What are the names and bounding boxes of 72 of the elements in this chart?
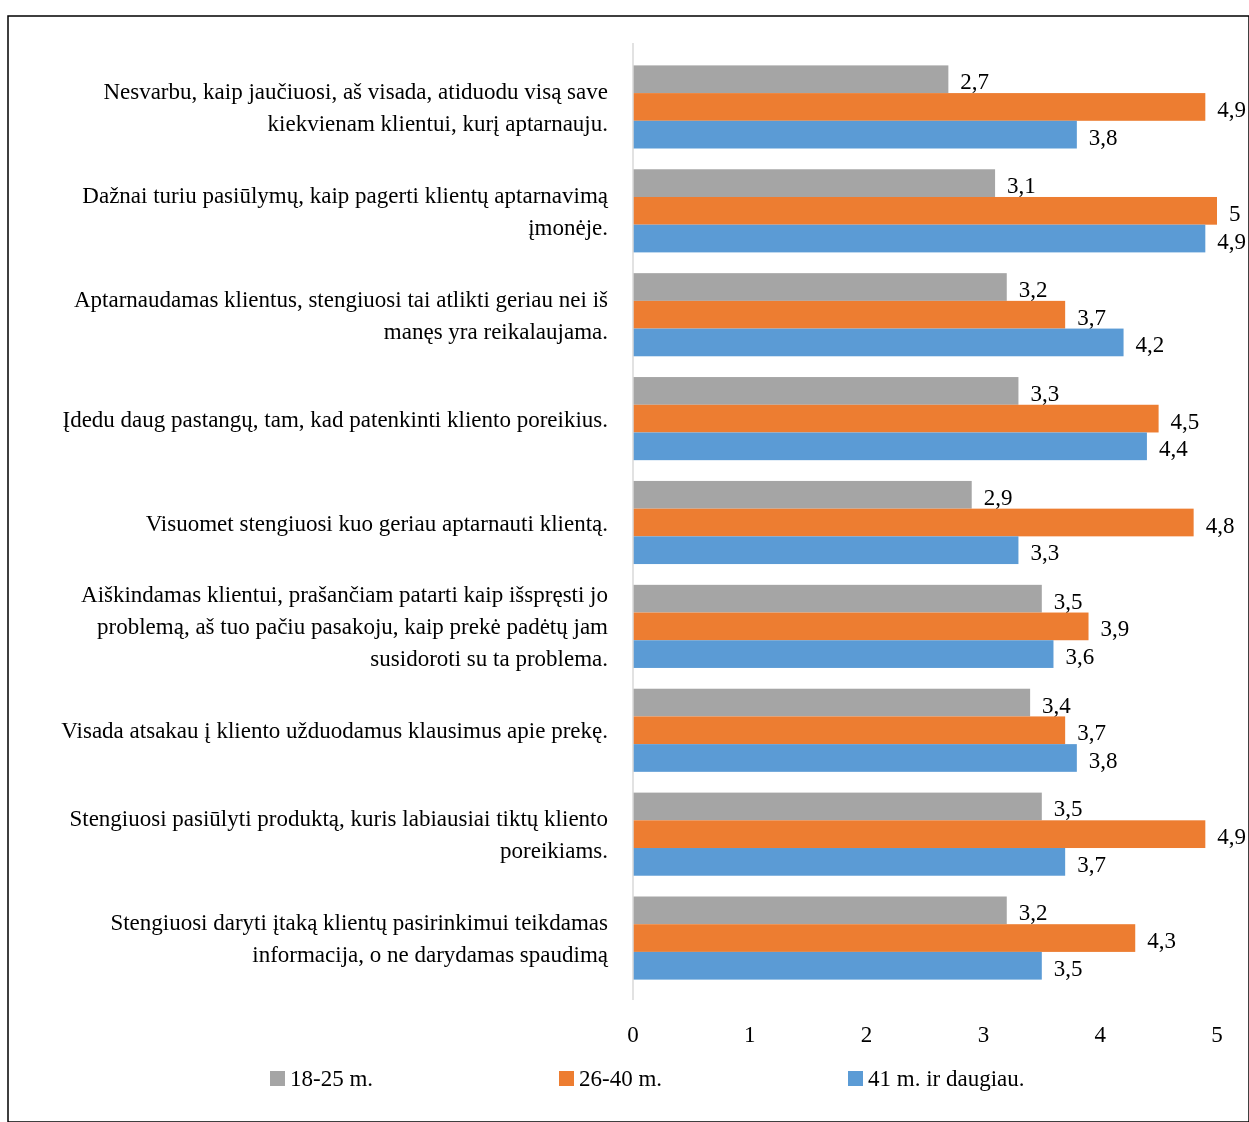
bar <box>633 951 1042 980</box>
x-tick-label: 3 <box>977 1022 990 1047</box>
data-label: 3,5 <box>1053 955 1083 981</box>
data-label: 3,6 <box>1065 644 1095 670</box>
data-label: 3,3 <box>1030 380 1060 406</box>
bar <box>633 169 996 197</box>
data-label: 3,7 <box>1077 720 1106 746</box>
data-label: 3,5 <box>1053 588 1083 614</box>
bar <box>633 792 1042 821</box>
y-tick-label: Visuomet stengiuosi kuo geriau aptarnauti klientą. <box>145 510 608 536</box>
bar <box>633 120 1077 149</box>
bar <box>633 536 1019 565</box>
x-tick-label: 5 <box>1211 1022 1223 1047</box>
bar <box>633 896 1007 925</box>
legend-label: 26-40 m. <box>579 1066 663 1091</box>
bar <box>633 224 1206 253</box>
x-tick-label: 1 <box>744 1022 756 1047</box>
data-label: 3,2 <box>1018 900 1048 926</box>
data-label: 5 <box>1229 200 1241 226</box>
data-label: 3,5 <box>1053 796 1083 822</box>
legend-label: 18-25 m. <box>290 1066 374 1091</box>
data-label: 3,8 <box>1088 747 1118 773</box>
data-label: 4,4 <box>1158 436 1189 462</box>
bar <box>633 93 1206 121</box>
legend-label: 41 m. ir daugiau. <box>868 1066 1025 1091</box>
x-tick-label: 2 <box>860 1022 873 1047</box>
data-label: 4,5 <box>1170 408 1200 434</box>
y-tick-label: Visada atsakau į kliento užduodamus klausimus apie prekę. <box>61 718 608 744</box>
y-tick-label: Aiškindamas klientui, prašančiam patarti kaip išspręsti jo problemą, aš tuo pačiu pasakoju, kaip prekė padėtų jam susidoroti su ta problema. <box>81 582 609 672</box>
data-label: 3,1 <box>1007 173 1036 199</box>
data-label: 3,7 <box>1077 304 1106 330</box>
bar <box>633 480 972 509</box>
data-label: 4,3 <box>1147 928 1176 954</box>
y-tick-label: Stengiuosi pasiūlyti produktą, kuris labiausiai tiktų kliento poreikiams. <box>69 806 608 864</box>
bar <box>633 273 1007 301</box>
bar <box>633 508 1194 537</box>
data-label: 3,3 <box>1030 540 1060 566</box>
data-label: 4,8 <box>1205 512 1235 538</box>
data-label: 3,2 <box>1018 277 1048 303</box>
bar <box>633 744 1077 772</box>
data-label: 3,9 <box>1100 616 1130 642</box>
bar <box>633 688 1031 717</box>
bar <box>633 924 1136 952</box>
bar <box>633 432 1147 461</box>
bar <box>633 196 1217 225</box>
bar <box>633 328 1124 357</box>
bar <box>633 300 1066 329</box>
x-tick-label: 0 <box>627 1022 639 1047</box>
data-label: 4,9 <box>1217 96 1247 122</box>
bar <box>633 640 1054 668</box>
bar <box>633 65 949 94</box>
data-label: 4,2 <box>1135 332 1165 358</box>
bar <box>633 820 1206 849</box>
data-label: 3,8 <box>1088 124 1118 150</box>
y-tick-label: Įdedu daug pastangų, tam, kad patenkinti kliento poreikius. <box>62 406 608 432</box>
data-label: 3,7 <box>1077 851 1106 877</box>
bar <box>633 584 1042 613</box>
data-label: 3,4 <box>1042 692 1072 718</box>
bar <box>633 404 1159 433</box>
bar <box>633 848 1066 876</box>
bar <box>633 377 1019 405</box>
x-tick-label: 4 <box>1094 1022 1107 1047</box>
y-tick-label: Aptarnaudamas klientus, stengiuosi tai atlikti geriau nei iš manęs yra reikalaujama. <box>74 286 609 344</box>
y-tick-label: Stengiuosi daryti įtaką klientų pasirinkimui teikdamas informacija, o ne darydamas spaudimą <box>110 910 609 968</box>
y-tick-label: Dažnai turiu pasiūlymų, kaip pagerti klientų aptarnavimą įmonėje. <box>82 182 609 240</box>
data-label: 2,7 <box>960 69 990 95</box>
bar <box>633 716 1066 745</box>
data-label: 4,9 <box>1217 824 1247 850</box>
y-tick-label: Nesvarbu, kaip jaučiuosi, aš visada, atiduodu visą save kiekvienam klientui, kurį aptarnauju. <box>103 78 608 136</box>
data-label: 4,9 <box>1217 228 1247 254</box>
bar <box>633 612 1089 641</box>
data-label: 2,9 <box>983 484 1013 510</box>
